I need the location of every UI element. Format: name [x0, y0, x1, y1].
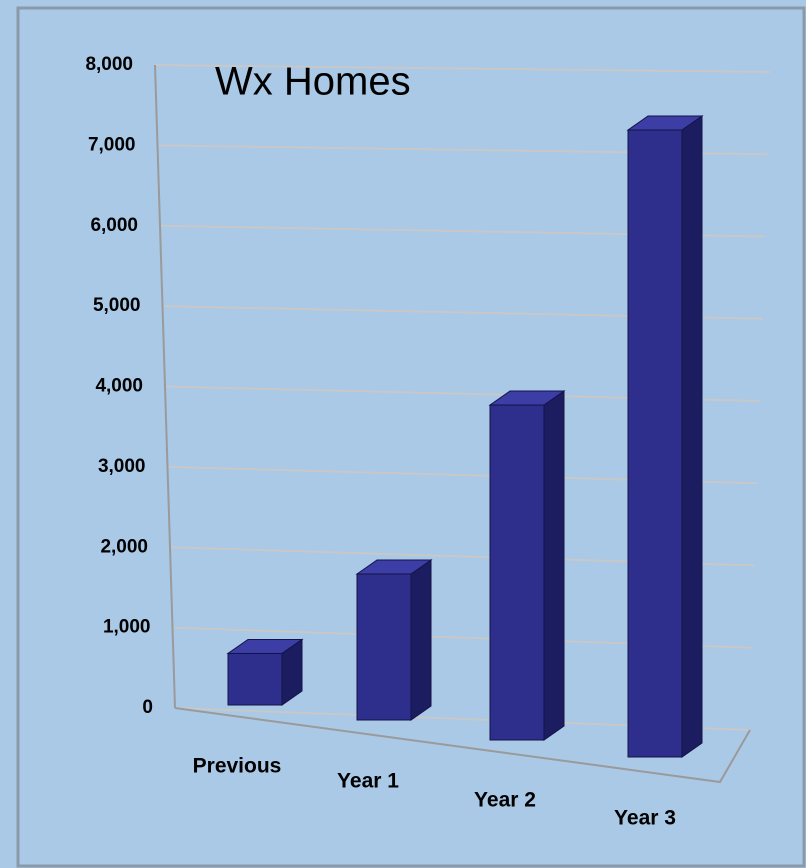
x-tick-label: Previous [193, 755, 282, 778]
y-tick-label: 8,000 [85, 54, 133, 75]
x-tick-label: Year 2 [474, 789, 536, 812]
bar [627, 129, 683, 758]
bar [356, 573, 412, 721]
bar-side [410, 559, 432, 721]
y-tick-label: 5,000 [93, 295, 141, 316]
x-tick-label: Year 1 [337, 770, 399, 793]
x-tick-label: Year 3 [614, 807, 676, 830]
y-tick-label: 1,000 [103, 617, 151, 638]
bar-side [681, 115, 703, 758]
y-tick-label: 3,000 [98, 456, 146, 477]
y-tick-label: 4,000 [95, 376, 143, 397]
bar [227, 652, 283, 706]
bar [489, 404, 545, 741]
floor [174, 707, 751, 784]
y-tick-label: 0 [142, 697, 153, 718]
y-tick-label: 6,000 [90, 215, 138, 236]
y-tick-label: 2,000 [100, 536, 148, 557]
y-tick-label: 7,000 [88, 134, 136, 155]
frame [16, 6, 806, 868]
bar-side [543, 390, 565, 741]
y-axis [154, 64, 176, 709]
grid-line [154, 64, 771, 73]
